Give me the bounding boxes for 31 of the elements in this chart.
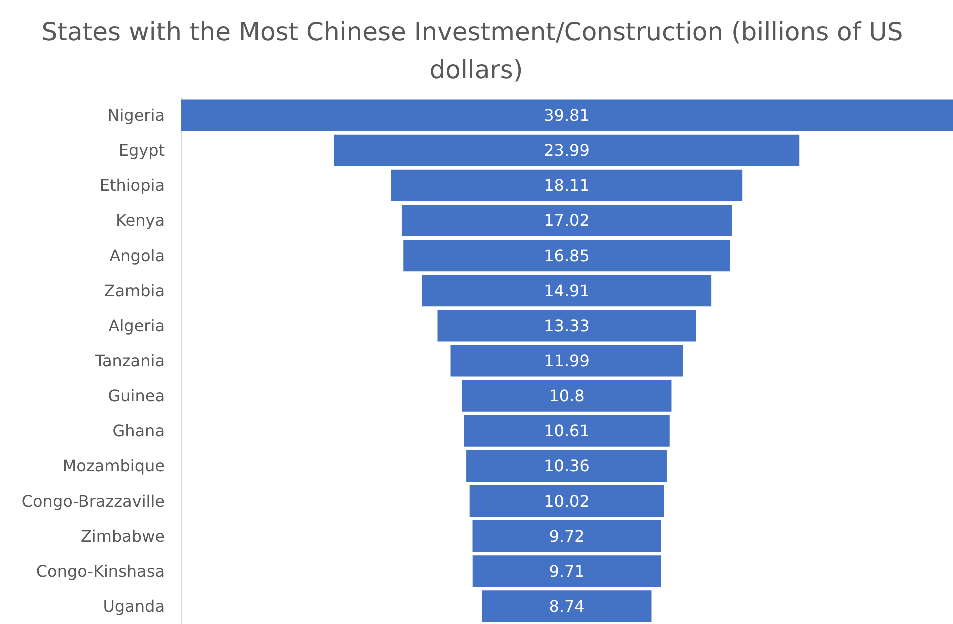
data-label: 10.36 [544,456,590,476]
data-label: 11.99 [544,352,590,370]
data-label: 9.72 [549,526,585,546]
category-label: Kenya [116,211,165,230]
data-label: 10.61 [544,422,590,441]
data-label: 16.85 [544,246,590,266]
data-label: 14.91 [544,281,590,300]
data-label: 9.71 [549,562,585,581]
text: States with the Most Chinese Investment/Construction (billions of US dollars) [42,18,912,84]
data-label: 10.02 [544,492,590,511]
category-label: Uganda [103,596,165,616]
data-label: 8.74 [549,596,585,616]
category-label: Guinea [108,386,165,406]
category-label: Ethiopia [100,176,165,196]
category-label: Nigeria [108,106,165,126]
category-label: Mozambique [62,456,165,476]
data-label: 39.81 [544,106,590,126]
category-label: Congo-Brazzaville [22,492,165,511]
category-label: Tanzania [94,352,165,370]
data-label: 23.99 [544,141,590,160]
data-label: 17.02 [544,211,590,230]
category-label: Ghana [112,422,165,441]
category-label: Congo-Kinshasa [36,562,165,581]
category-label: Zimbabwe [80,526,165,546]
category-label: Angola [110,246,165,266]
category-label: Egypt [118,141,165,160]
data-label: 13.33 [544,316,590,336]
category-label: Zambia [104,281,165,300]
category-label: Algeria [108,316,165,336]
data-label: 18.11 [544,176,590,196]
data-label: 10.8 [549,386,585,406]
